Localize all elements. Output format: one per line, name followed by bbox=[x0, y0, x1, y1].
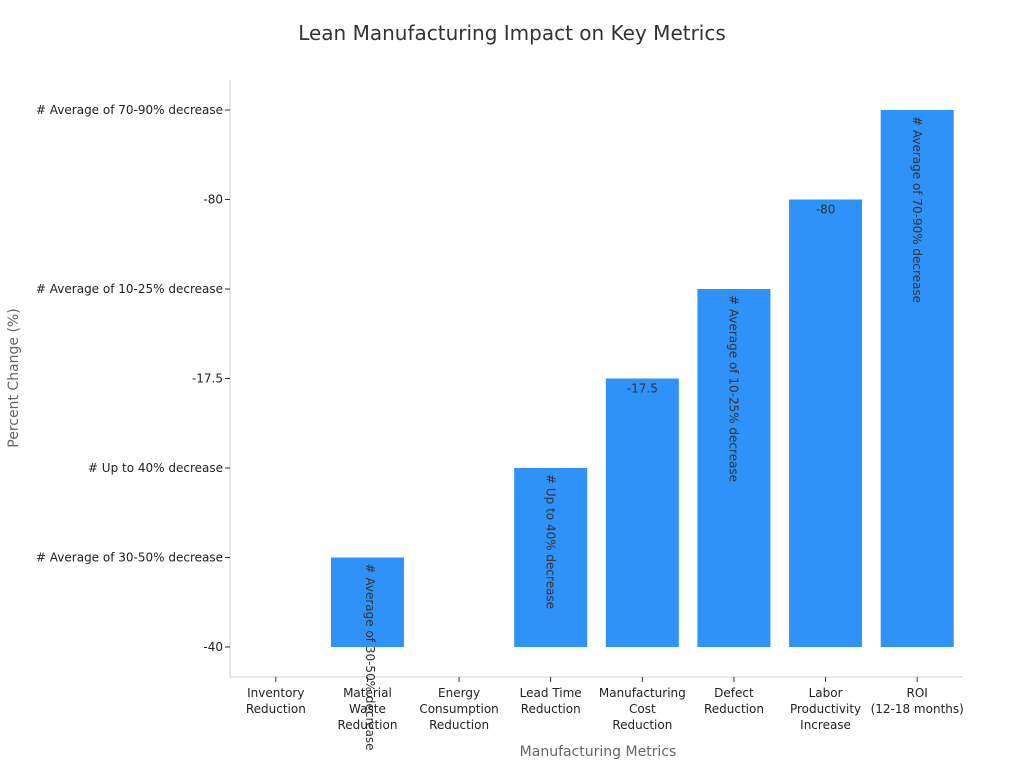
x-tick-label: ROI (12-18 months) bbox=[871, 686, 964, 716]
x-tick-label-line: Cost bbox=[629, 702, 656, 716]
x-tick-label: Manufacturing Cost Reduction bbox=[599, 686, 686, 732]
x-tick-label-line: Reduction bbox=[246, 702, 306, 716]
bar-data-label: -17.5 bbox=[627, 382, 658, 396]
bar-data-label: # Average of 30-50% decrease bbox=[363, 564, 377, 751]
x-tick-label-line: Energy bbox=[438, 686, 480, 700]
x-tick-label-line: Defect bbox=[714, 686, 754, 700]
x-tick-label-line: Material bbox=[343, 686, 392, 700]
x-tick-label-line: Manufacturing bbox=[599, 686, 686, 700]
x-tick-label: Labor Productivity Increase bbox=[790, 686, 861, 732]
bar bbox=[605, 378, 679, 647]
x-tick-label-line: Increase bbox=[800, 718, 851, 732]
x-tick-label-line: Productivity bbox=[790, 702, 861, 716]
bar bbox=[514, 468, 588, 647]
bar bbox=[789, 199, 863, 647]
x-tick-label: Energy Consumption Reduction bbox=[419, 686, 498, 732]
y-tick-label: # Average of 30-50% decrease bbox=[36, 551, 223, 565]
chart-title: Lean Manufacturing Impact on Key Metrics bbox=[298, 21, 726, 45]
x-tick-label-line: Reduction bbox=[521, 702, 581, 716]
bar-data-label: # Up to 40% decrease bbox=[543, 474, 557, 609]
x-tick-label-line: Reduction bbox=[704, 702, 764, 716]
bar bbox=[697, 289, 771, 647]
x-tick-label-line: Labor bbox=[809, 686, 843, 700]
bars: # Average of 30-50% decrease # Up to 40% … bbox=[330, 110, 954, 751]
x-tick-label-line: Consumption bbox=[419, 702, 498, 716]
x-tick-label: Defect Reduction bbox=[704, 686, 764, 716]
bar-data-label: # Average of 10-25% decrease bbox=[727, 295, 741, 482]
y-tick-label: # Average of 10-25% decrease bbox=[36, 282, 223, 296]
y-tick-label: -17.5 bbox=[192, 372, 223, 386]
bar bbox=[330, 557, 404, 647]
bar-data-label: # Average of 70-90% decrease bbox=[910, 116, 924, 303]
x-tick-label: Material Waste Reduction bbox=[337, 686, 397, 732]
y-tick-label: -80 bbox=[203, 193, 223, 207]
y-tick-label: # Up to 40% decrease bbox=[88, 461, 223, 475]
x-tick-label-line: ROI bbox=[907, 686, 928, 700]
y-tick-label: -40 bbox=[203, 640, 223, 654]
bar bbox=[880, 110, 954, 647]
x-axis-ticks: Inventory Reduction Material Waste Reduction… bbox=[246, 677, 964, 732]
x-axis-title: Manufacturing Metrics bbox=[520, 744, 677, 760]
x-tick-label: Lead Time Reduction bbox=[520, 686, 582, 716]
x-tick-label-line: Reduction bbox=[337, 718, 397, 732]
x-tick-label: Inventory Reduction bbox=[246, 686, 306, 716]
x-tick-label-line: Lead Time bbox=[520, 686, 582, 700]
x-tick-label-line: Inventory bbox=[247, 686, 304, 700]
x-tick-label-line: Waste bbox=[349, 702, 386, 716]
y-axis-title: Percent Change (%) bbox=[6, 308, 22, 447]
y-axis-ticks: -40 # Average of 30-50% decrease # Up to 4… bbox=[36, 103, 230, 654]
x-tick-label-line: Reduction bbox=[429, 718, 489, 732]
bar-data-label: -80 bbox=[816, 203, 836, 217]
x-tick-label-line: (12-18 months) bbox=[871, 702, 964, 716]
x-tick-label-line: Reduction bbox=[612, 718, 672, 732]
y-tick-label: # Average of 70-90% decrease bbox=[36, 103, 223, 117]
